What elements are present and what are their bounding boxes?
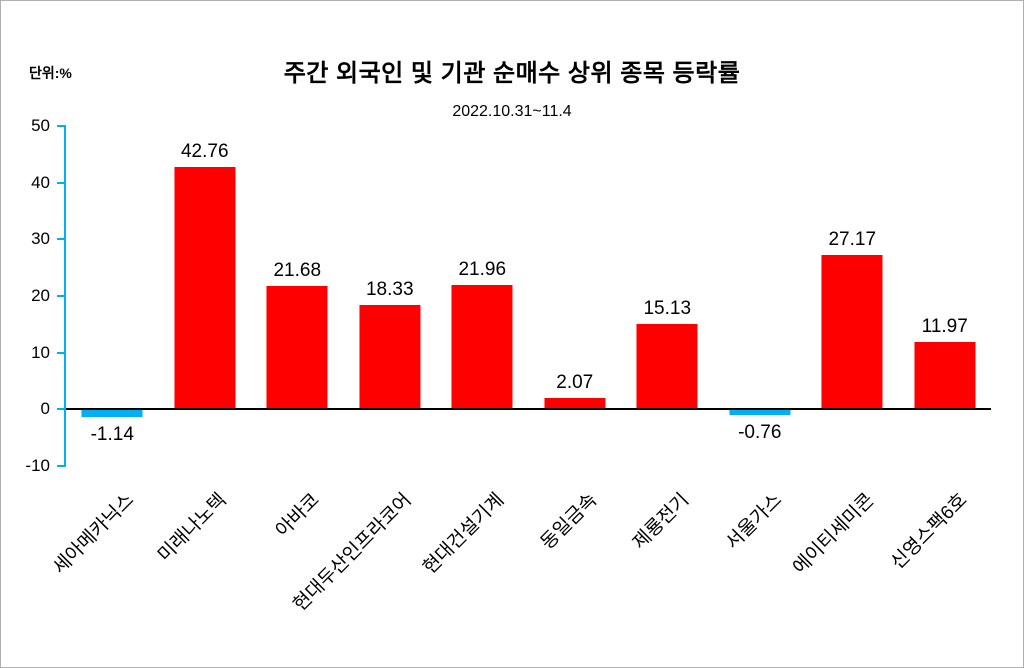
y-tick-label: 30 <box>31 229 50 249</box>
bar-value-label: 11.97 <box>921 315 968 337</box>
bar-slot: 21.68 <box>251 126 344 466</box>
x-tick-label: 동일금속 <box>536 489 602 554</box>
bar-value-label: 18.33 <box>365 279 414 301</box>
y-tick-mark <box>57 125 66 127</box>
bar-slot: 42.76 <box>159 126 252 466</box>
x-tick-label: 아바코 <box>271 489 324 542</box>
y-axis: 50 40 30 20 10 0 -10 <box>1 116 66 475</box>
x-tick-label: 현대건설기계 <box>419 489 509 579</box>
bar-series: -1.14 42.76 21.68 18.33 21.96 2.07 15.13 -0.76 2… <box>66 126 991 466</box>
bar-slot: 15.13 <box>621 126 714 466</box>
bar-slot: 27.17 <box>806 126 899 466</box>
bar <box>544 397 606 410</box>
bar <box>174 167 236 410</box>
x-tick-label: 미래나노텍 <box>154 489 232 567</box>
bar-value-label: 21.68 <box>273 260 322 282</box>
y-tick-label: 20 <box>31 286 50 305</box>
bar <box>451 284 513 410</box>
x-tick-label: 서울가스 <box>721 489 787 554</box>
x-tick-label: 세아메카닉스 <box>49 489 139 579</box>
bar-slot: -0.76 <box>714 126 807 466</box>
chart-title: 주간 외국인 및 기관 순매수 상위 종목 등락률 <box>283 60 741 87</box>
plot-area: -1.14 42.76 21.68 18.33 21.96 2.07 15.13 -0.76 2… <box>66 126 991 466</box>
bar <box>81 410 143 417</box>
bar-value-label: -1.14 <box>90 423 134 445</box>
bar <box>359 305 421 410</box>
y-tick-label: 50 <box>31 116 50 135</box>
bar-value-label: 42.76 <box>180 141 229 163</box>
bar-value-label: 2.07 <box>556 371 594 393</box>
unit-label: 단위:% <box>29 65 72 81</box>
bar-slot: -1.14 <box>66 126 159 466</box>
bar-slot: 2.07 <box>529 126 622 466</box>
y-tick-mark <box>57 351 66 354</box>
bar-value-label: 21.96 <box>458 258 507 280</box>
bar-slot: 11.97 <box>899 126 992 466</box>
y-tick-label: -10 <box>25 456 50 475</box>
y-tick-mark <box>57 238 66 241</box>
y-tick-label: 0 <box>40 399 50 419</box>
x-tick-label: 에이티세미콘 <box>789 489 879 579</box>
bar <box>636 323 698 410</box>
bar <box>266 286 328 410</box>
y-tick-mark <box>57 295 66 297</box>
y-tick-mark <box>57 181 66 184</box>
bar-slot: 18.33 <box>344 126 437 466</box>
y-tick-label: 10 <box>31 342 50 362</box>
bar-value-label: -0.76 <box>738 421 782 443</box>
y-tick-mark <box>57 408 66 411</box>
bar <box>914 341 976 410</box>
y-tick-label: 40 <box>31 172 50 192</box>
x-axis-labels: 세아메카닉스 미래나노텍 아바코 현대두산인프라코어 현대건설기계 동일금속 제룡전기 서울가… <box>50 474 991 659</box>
bar <box>821 255 883 410</box>
x-tick-label: 신영스팩6호 <box>887 489 972 574</box>
bar-slot: 21.96 <box>436 126 529 466</box>
zero-baseline <box>66 408 991 411</box>
bar-value-label: 27.17 <box>828 229 877 251</box>
bar <box>729 410 791 415</box>
y-tick-mark <box>57 465 66 467</box>
bar-value-label: 15.13 <box>643 297 692 319</box>
x-tick-label: 제룡전기 <box>629 489 694 554</box>
chart-subtitle: 2022.10.31~11.4 <box>452 103 572 120</box>
